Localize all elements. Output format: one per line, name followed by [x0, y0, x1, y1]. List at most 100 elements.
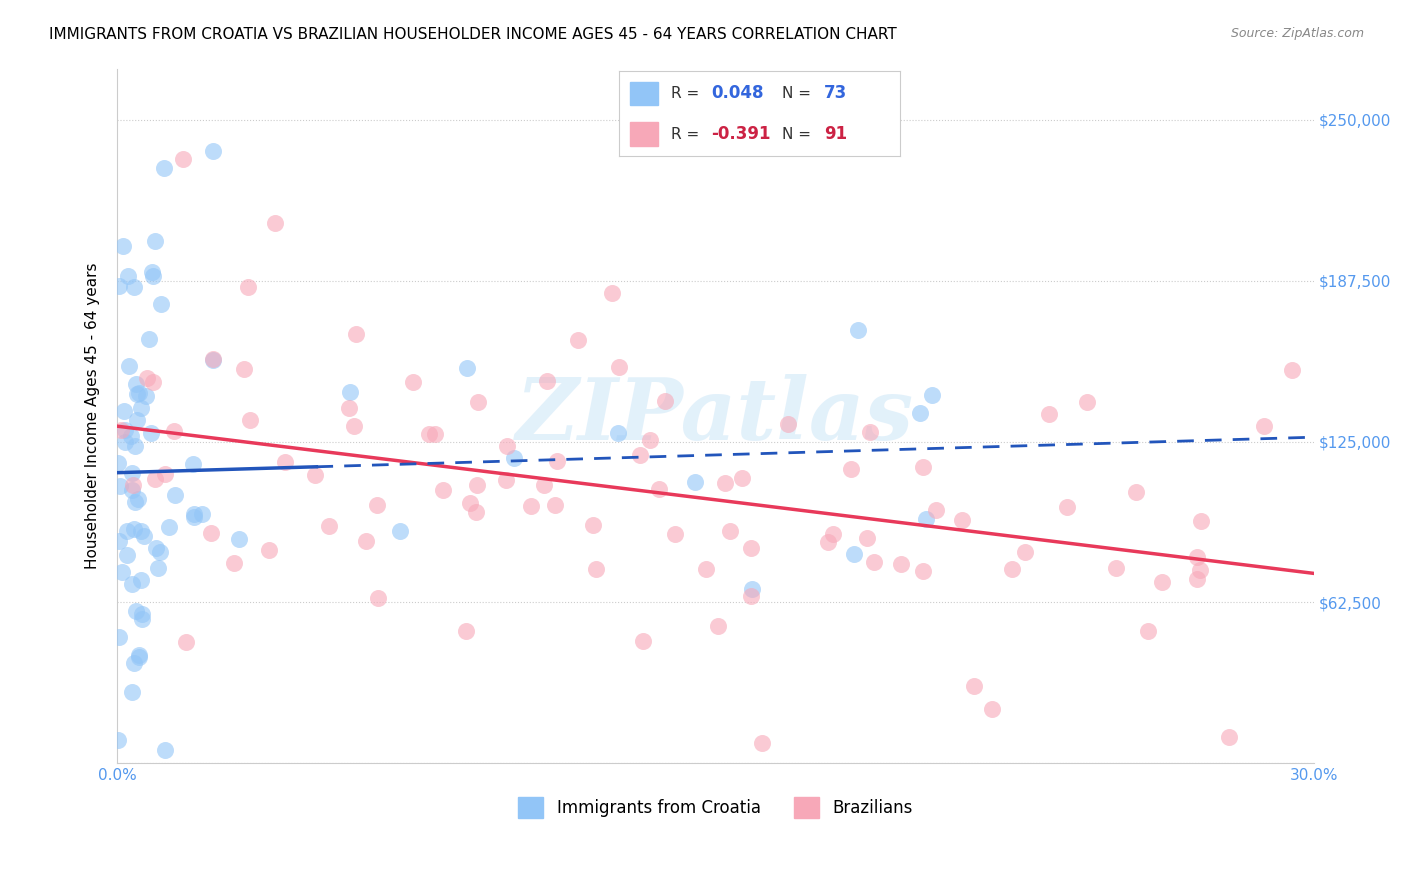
Point: [911, 460, 934, 475]
Point: [707, 619, 730, 633]
Point: [110, 423, 132, 437]
Point: [339, 384, 361, 399]
Point: [1253, 419, 1275, 434]
Point: [112, 239, 135, 253]
Point: [150, 297, 173, 311]
Point: [464, 505, 486, 519]
Point: [1189, 514, 1212, 528]
Point: [131, 607, 153, 621]
Point: [222, 556, 245, 570]
Point: [1056, 500, 1078, 515]
Point: [602, 286, 624, 301]
Point: [124, 439, 146, 453]
Point: [981, 701, 1004, 715]
Point: [236, 279, 259, 293]
Point: [122, 478, 145, 492]
Point: [120, 428, 142, 442]
Point: [121, 685, 143, 699]
Point: [143, 471, 166, 485]
Point: [125, 603, 148, 617]
Point: [114, 423, 136, 437]
Point: [740, 589, 762, 603]
Point: [839, 462, 862, 476]
Point: [1125, 485, 1147, 500]
Point: [155, 743, 177, 757]
Point: [467, 395, 489, 409]
Legend: Immigrants from Croatia, Brazilians: Immigrants from Croatia, Brazilians: [512, 790, 920, 824]
Point: [546, 454, 568, 468]
Point: [239, 412, 262, 426]
Point: [776, 417, 799, 432]
Point: [163, 488, 186, 502]
Text: Source: ZipAtlas.com: Source: ZipAtlas.com: [1230, 27, 1364, 40]
Point: [389, 524, 412, 539]
Point: [201, 352, 224, 367]
Point: [149, 545, 172, 559]
Point: [124, 522, 146, 536]
Y-axis label: Householder Income Ages 45 - 64 years: Householder Income Ages 45 - 64 years: [86, 262, 100, 569]
Point: [741, 582, 763, 596]
Point: [141, 265, 163, 279]
Text: IMMIGRANTS FROM CROATIA VS BRAZILIAN HOUSEHOLDER INCOME AGES 45 - 64 YEARS CORRE: IMMIGRANTS FROM CROATIA VS BRAZILIAN HOU…: [49, 27, 897, 42]
Point: [114, 434, 136, 449]
Point: [458, 496, 481, 510]
Point: [683, 475, 706, 489]
Point: [121, 466, 143, 480]
Point: [740, 541, 762, 556]
Point: [344, 326, 367, 341]
Point: [117, 549, 139, 563]
Text: R =: R =: [671, 127, 704, 142]
Point: [846, 323, 869, 337]
Point: [1076, 394, 1098, 409]
Point: [141, 425, 163, 440]
Point: [129, 524, 152, 538]
Point: [108, 630, 131, 644]
Point: [117, 269, 139, 284]
Point: [1185, 549, 1208, 564]
Point: [128, 648, 150, 662]
Point: [908, 406, 931, 420]
Point: [157, 520, 180, 534]
Point: [145, 541, 167, 556]
Text: N =: N =: [782, 86, 815, 101]
Point: [823, 526, 845, 541]
Point: [129, 401, 152, 416]
Point: [1281, 363, 1303, 377]
Point: [925, 503, 948, 517]
Text: R =: R =: [671, 86, 704, 101]
Point: [112, 404, 135, 418]
Point: [228, 533, 250, 547]
Point: [107, 733, 129, 747]
Point: [720, 524, 742, 538]
Point: [1105, 561, 1128, 575]
Point: [1038, 407, 1060, 421]
Point: [136, 371, 159, 385]
Point: [533, 478, 555, 492]
Point: [163, 424, 186, 438]
Point: [143, 234, 166, 248]
Point: [172, 153, 194, 167]
Point: [108, 278, 131, 293]
Point: [135, 388, 157, 402]
Point: [536, 374, 558, 388]
Text: 91: 91: [824, 125, 846, 143]
Point: [128, 385, 150, 400]
Point: [1152, 575, 1174, 590]
Point: [367, 591, 389, 605]
Point: [257, 542, 280, 557]
Point: [432, 483, 454, 497]
Point: [127, 386, 149, 401]
Point: [343, 419, 366, 434]
Point: [950, 513, 973, 527]
Text: 73: 73: [824, 85, 848, 103]
Point: [142, 375, 165, 389]
Point: [915, 512, 938, 526]
Point: [108, 479, 131, 493]
Point: [124, 495, 146, 509]
Point: [863, 555, 886, 569]
Point: [607, 359, 630, 374]
Point: [856, 531, 879, 545]
Point: [115, 524, 138, 538]
Text: ZIPatlas: ZIPatlas: [516, 374, 914, 458]
Point: [630, 448, 652, 462]
